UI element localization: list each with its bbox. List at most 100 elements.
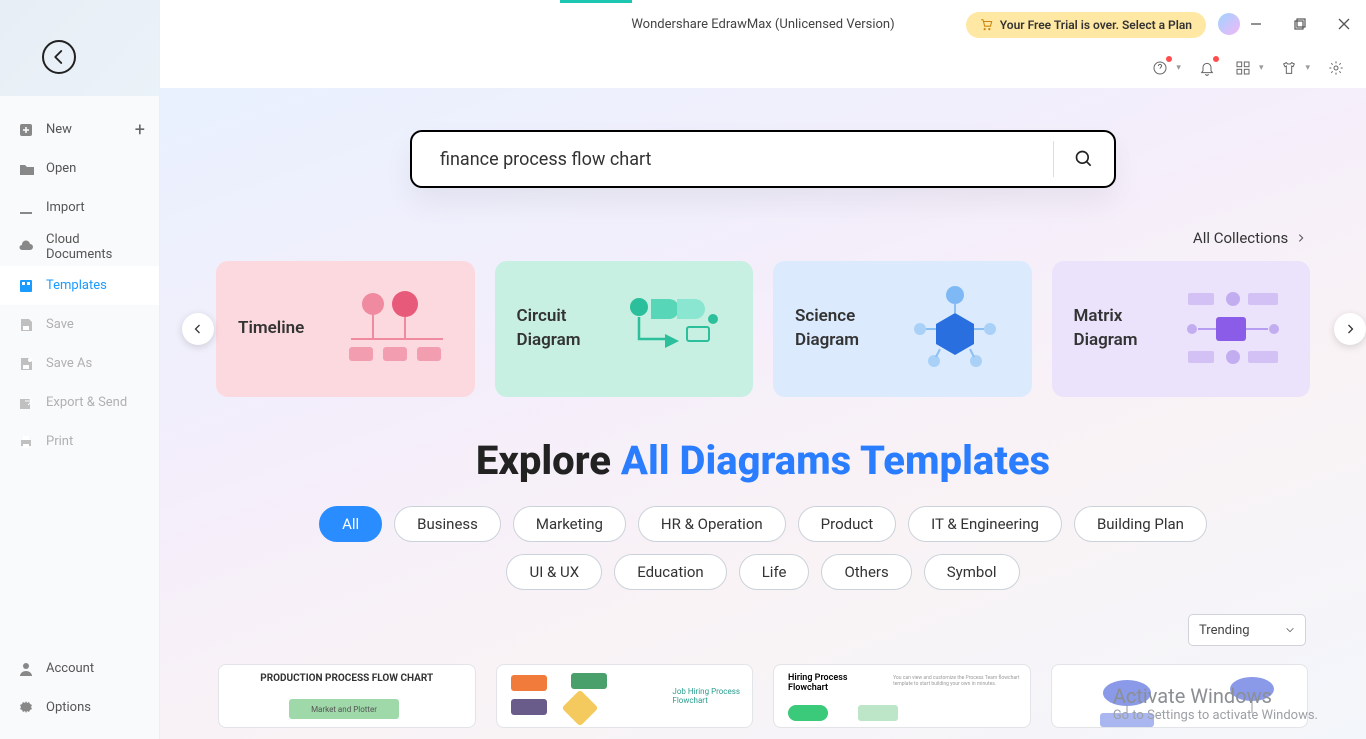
print-icon — [18, 434, 34, 450]
template-card[interactable] — [1051, 664, 1309, 728]
category-card-matrix-diagram[interactable]: MatrixDiagram — [1052, 261, 1311, 397]
sidebar-header — [0, 0, 159, 96]
sidebar-item-label: Templates — [46, 278, 107, 293]
import-icon — [18, 200, 34, 216]
category-pills: All Business Marketing HR & Operation Produc… — [160, 506, 1366, 590]
chevron-down-icon: ▾ — [1259, 63, 1264, 73]
carousel-prev[interactable] — [182, 313, 214, 345]
headline-pre: Explore — [476, 437, 621, 484]
all-collections-link[interactable]: All Collections — [160, 188, 1366, 247]
card-label: MatrixDiagram — [1074, 305, 1138, 353]
category-carousel: Timeline CircuitDiagram ScienceDiagram Matr… — [160, 261, 1366, 397]
carousel-next[interactable] — [1334, 313, 1366, 345]
category-pill-others[interactable]: Others — [821, 554, 911, 590]
sidebar-item-export: Export & Send — [0, 383, 159, 422]
bell-icon[interactable] — [1197, 58, 1217, 78]
trial-label: Your Free Trial is over. Select a Plan — [1000, 18, 1192, 32]
category-pill-all[interactable]: All — [319, 506, 382, 542]
card-label: ScienceDiagram — [795, 305, 859, 353]
tab-accent — [560, 0, 632, 3]
card-graphic — [621, 279, 731, 379]
category-pill-ui-ux[interactable]: UI & UX — [506, 554, 602, 590]
category-card-timeline[interactable]: Timeline — [216, 261, 475, 397]
category-pill-business[interactable]: Business — [394, 506, 501, 542]
cloud-icon — [18, 239, 34, 255]
gear-icon — [18, 700, 34, 716]
search-icon — [1074, 149, 1094, 169]
saveas-icon — [18, 356, 34, 372]
sidebar-item-label: Open — [46, 161, 76, 176]
search-box — [410, 130, 1116, 188]
maximize-button[interactable] — [1278, 0, 1322, 48]
sidebar-item-import[interactable]: Import — [0, 188, 159, 227]
category-pill-hr-operation[interactable]: HR & Operation — [638, 506, 786, 542]
category-pill-building-plan[interactable]: Building Plan — [1074, 506, 1207, 542]
card-graphic — [1178, 279, 1288, 379]
sidebar-item-label: Save — [46, 317, 74, 332]
card-label: CircuitDiagram — [517, 305, 581, 353]
chevron-down-icon: ▾ — [1305, 63, 1310, 73]
back-button[interactable] — [42, 40, 76, 74]
sidebar-item-save: Save — [0, 305, 159, 344]
sidebar-item-label: New — [46, 122, 72, 137]
template-card[interactable]: Hiring ProcessFlowchartYou can view and … — [773, 664, 1031, 728]
category-pill-it-engineering[interactable]: IT & Engineering — [908, 506, 1062, 542]
category-card-circuit-diagram[interactable]: CircuitDiagram — [495, 261, 754, 397]
sidebar-item-label: Cloud Documents — [46, 232, 141, 262]
card-label: Timeline — [238, 317, 304, 341]
main-area: Wondershare EdrawMax (Unlicensed Version… — [160, 0, 1366, 739]
window-title: Wondershare EdrawMax (Unlicensed Version… — [631, 17, 894, 32]
card-graphic — [900, 279, 1010, 379]
content: All Collections Timeline CircuitDiagram Sc… — [160, 88, 1366, 739]
plus-icon[interactable]: + — [135, 119, 145, 140]
sidebar-item-cloud[interactable]: Cloud Documents — [0, 227, 159, 266]
export-icon — [18, 395, 34, 411]
sidebar-item-templates[interactable]: Templates — [0, 266, 159, 305]
template-grid: PRODUCTION PROCESS FLOW CHARTMarket and … — [160, 646, 1366, 728]
headline-accent: All Diagrams Templates — [621, 437, 1050, 484]
chevron-down-icon — [1285, 625, 1295, 635]
category-pill-life[interactable]: Life — [739, 554, 810, 590]
headline: Explore All Diagrams Templates — [160, 437, 1366, 484]
sidebar-item-print: Print — [0, 422, 159, 461]
sidebar-item-label: Print — [46, 434, 73, 449]
save-icon — [18, 317, 34, 333]
sidebar-item-saveas: Save As — [0, 344, 159, 383]
category-card-science-diagram[interactable]: ScienceDiagram — [773, 261, 1032, 397]
category-pill-marketing[interactable]: Marketing — [513, 506, 626, 542]
minimize-button[interactable] — [1234, 0, 1278, 48]
apps-icon[interactable] — [1233, 58, 1253, 78]
card-graphic — [343, 279, 453, 379]
sidebar-item-open[interactable]: Open — [0, 149, 159, 188]
template-card[interactable]: PRODUCTION PROCESS FLOW CHARTMarket and … — [218, 664, 476, 728]
help-icon[interactable] — [1150, 58, 1170, 78]
chevron-down-icon: ▾ — [1176, 63, 1181, 73]
sidebar-item-label: Import — [46, 200, 85, 215]
sidebar-item-label: Account — [46, 661, 94, 676]
trial-banner[interactable]: Your Free Trial is over. Select a Plan — [966, 12, 1206, 38]
all-collections-label: All Collections — [1193, 229, 1288, 247]
titlebar: Wondershare EdrawMax (Unlicensed Version… — [160, 0, 1366, 48]
sidebar: New + Open Import Cloud Documents Templates Sa… — [0, 0, 160, 739]
plus-square-icon — [18, 122, 34, 138]
sidebar-item-account[interactable]: Account — [0, 649, 159, 688]
category-pill-symbol[interactable]: Symbol — [924, 554, 1020, 590]
sidebar-item-label: Save As — [46, 356, 92, 371]
cart-icon — [980, 18, 994, 32]
template-card[interactable]: Job Hiring ProcessFlowchart — [496, 664, 754, 728]
gear-icon[interactable] — [1326, 58, 1346, 78]
folder-icon — [18, 161, 34, 177]
sort-dropdown[interactable]: Trending — [1188, 614, 1306, 646]
tshirt-icon[interactable] — [1279, 58, 1299, 78]
toolbar: ▾ ▾ ▾ — [160, 48, 1366, 88]
sidebar-item-options[interactable]: Options — [0, 688, 159, 727]
arrow-left-icon — [50, 48, 68, 66]
category-pill-product[interactable]: Product — [798, 506, 896, 542]
search-button[interactable] — [1054, 132, 1114, 186]
close-button[interactable] — [1322, 0, 1366, 48]
user-icon — [18, 661, 34, 677]
sidebar-item-new[interactable]: New + — [0, 110, 159, 149]
template-icon — [18, 278, 34, 294]
category-pill-education[interactable]: Education — [614, 554, 727, 590]
search-input[interactable] — [412, 149, 1053, 170]
